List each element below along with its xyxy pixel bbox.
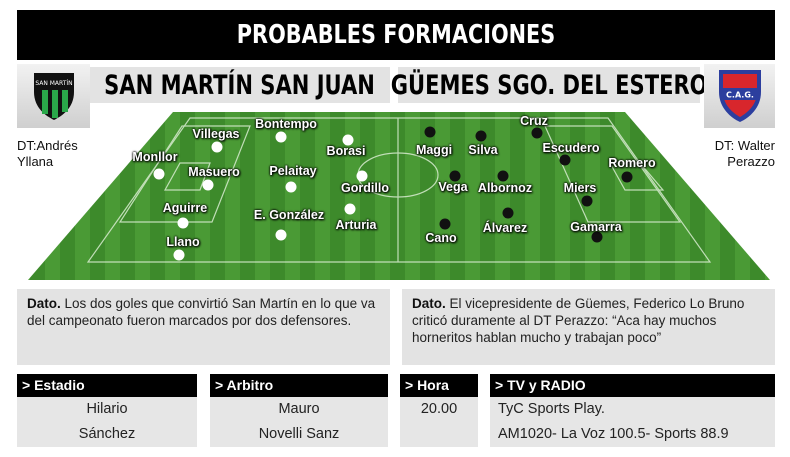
broadcast-header: > TV y RADIO: [490, 374, 775, 397]
away-team-name: GÜEMES SGO. DEL ESTERO: [391, 67, 707, 103]
away-player-marker: [621, 171, 633, 183]
home-team-name: SAN MARTÍN SAN JUAN: [90, 67, 390, 103]
away-player-marker: [502, 207, 514, 219]
time-line: 20.00: [420, 401, 458, 417]
stadium-line: Hilario: [86, 401, 128, 417]
home-player-marker: [342, 134, 354, 146]
away-player-marker: [591, 231, 603, 243]
away-player-name: Cruz: [520, 114, 548, 128]
home-player-name: Villegas: [192, 127, 240, 141]
referee-line: Novelli Sanz: [258, 426, 340, 442]
away-player-name: Miers: [563, 181, 597, 195]
home-player-name: Monllor: [132, 150, 178, 164]
away-coach-line: DT: Walter: [714, 138, 775, 153]
stadium-value: Hilario Sánchez: [17, 397, 197, 447]
broadcast-line: AM1020- La Voz 100.5- Sports 88.9: [498, 426, 729, 442]
away-player-name: Albornoz: [477, 181, 533, 195]
fact-label: Dato.: [27, 296, 61, 311]
home-player-name: Masuero: [188, 165, 240, 179]
time-header: > Hora: [400, 374, 478, 397]
home-coach-line: Yllana: [17, 154, 54, 169]
san-martin-logo: SAN MARTÍN: [17, 64, 90, 128]
home-player-marker: [153, 168, 165, 180]
away-fact-box: Dato. El vicepresidente de Güemes, Feder…: [402, 289, 775, 365]
away-player-name: Vega: [438, 180, 468, 194]
title-text: PROBABLES FORMACIONES: [236, 20, 556, 50]
home-player-marker: [173, 249, 185, 261]
pitch: [28, 112, 770, 280]
home-coach: DT:Andrés Yllana: [17, 138, 78, 170]
svg-text:SAN MARTÍN: SAN MARTÍN: [35, 80, 72, 87]
broadcast-value: TyC Sports Play. AM1020- La Voz 100.5- Sp…: [490, 397, 775, 447]
home-player-name: Arturia: [335, 218, 377, 232]
home-coach-line: DT:Andrés: [17, 138, 78, 153]
away-player-name: Gamarra: [570, 220, 622, 234]
home-player-name: Llano: [166, 235, 200, 249]
page-title: PROBABLES FORMACIONES: [17, 10, 775, 60]
fact-text: Los dos goles que convirtió San Martín e…: [27, 296, 376, 328]
home-player-name: Aguirre: [162, 201, 208, 215]
home-player-marker: [202, 179, 214, 191]
home-player-name: Gordillo: [341, 181, 389, 195]
away-player-marker: [531, 127, 543, 139]
home-player-marker: [344, 203, 356, 215]
away-coach: DT: Walter Perazzo: [700, 138, 775, 170]
home-player-marker: [177, 217, 189, 229]
away-player-name: Escudero: [542, 141, 600, 155]
home-player-marker: [356, 170, 368, 182]
broadcast-line: TyC Sports Play.: [498, 401, 605, 417]
referee-header: > Arbitro: [210, 374, 388, 397]
away-player-marker: [581, 195, 593, 207]
home-player-marker: [285, 181, 297, 193]
home-player-marker: [275, 229, 287, 241]
stadium-line: Sánchez: [78, 426, 136, 442]
home-fact-box: Dato. Los dos goles que convirtió San Ma…: [17, 289, 390, 365]
home-player-marker: [275, 131, 287, 143]
fact-label: Dato.: [412, 296, 446, 311]
home-team-text: SAN MARTÍN SAN JUAN: [104, 69, 376, 101]
away-player-marker: [439, 218, 451, 230]
home-player-name: Pelaitay: [269, 164, 317, 178]
time-value: 20.00: [400, 397, 478, 447]
fact-text: El vicepresidente de Güemes, Federico Lo…: [412, 296, 745, 345]
away-player-marker: [497, 170, 509, 182]
away-player-name: Álvarez: [482, 221, 528, 235]
away-player-marker: [475, 130, 487, 142]
referee-value: Mauro Novelli Sanz: [210, 397, 388, 447]
home-player-name: Bontempo: [255, 117, 317, 131]
away-player-marker: [449, 170, 461, 182]
svg-text:C.A.G.: C.A.G.: [726, 91, 754, 100]
away-coach-line: Perazzo: [727, 154, 775, 169]
away-player-name: Romero: [608, 156, 656, 170]
away-player-name: Cano: [425, 231, 457, 245]
stadium-header: > Estadio: [17, 374, 197, 397]
away-player-marker: [559, 154, 571, 166]
home-player-name: E. González: [253, 208, 325, 222]
away-player-name: Silva: [468, 143, 498, 157]
away-player-name: Maggi: [415, 143, 453, 157]
home-player-marker: [211, 141, 223, 153]
home-player-name: Borasi: [326, 144, 366, 158]
guemes-logo: C.A.G.: [704, 64, 775, 128]
away-team-text: GÜEMES SGO. DEL ESTERO: [390, 69, 708, 101]
away-player-marker: [424, 126, 436, 138]
referee-line: Mauro: [278, 401, 320, 417]
